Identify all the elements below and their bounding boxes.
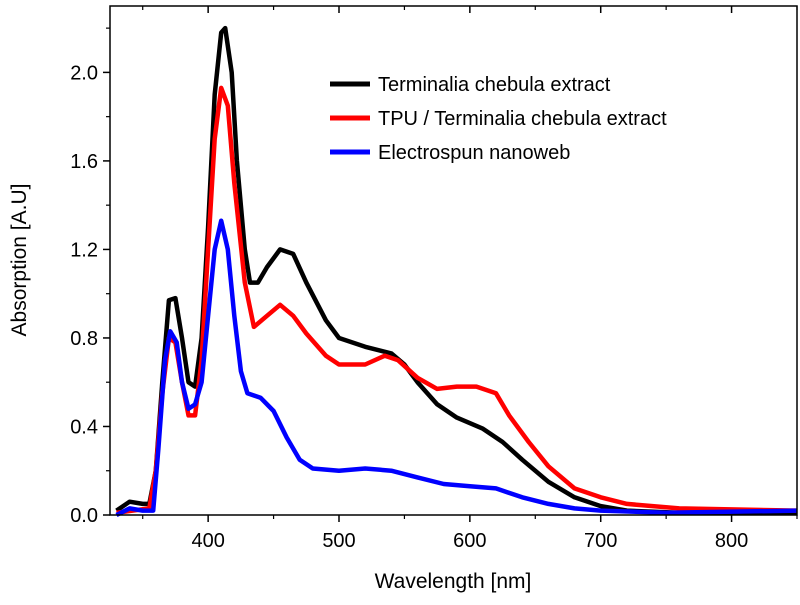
y-tick-label: 0.0 bbox=[70, 505, 98, 527]
legend-label: Electrospun nanoweb bbox=[378, 142, 570, 164]
x-tick-label: 800 bbox=[715, 530, 748, 552]
series-layer bbox=[115, 25, 798, 518]
y-tick-label: 2.0 bbox=[70, 62, 98, 84]
legend: Terminalia chebula extract TPU / Terminal… bbox=[330, 74, 667, 164]
series-line-1 bbox=[115, 25, 797, 516]
x-tick-label: 700 bbox=[584, 530, 617, 552]
x-axis-label: Wavelength [nm] bbox=[375, 570, 532, 593]
x-tick-label: 400 bbox=[191, 530, 224, 552]
series-line-3 bbox=[115, 218, 798, 518]
y-tick-label: 0.8 bbox=[70, 328, 98, 350]
y-tick-label: 1.6 bbox=[70, 151, 98, 173]
y-tick-label: 0.4 bbox=[70, 416, 98, 438]
y-axis-label: Absorption [A.U] bbox=[8, 184, 31, 337]
legend-label: TPU / Terminalia chebula extract bbox=[378, 108, 667, 130]
x-tick-label: 600 bbox=[453, 530, 486, 552]
y-tick-label: 1.2 bbox=[70, 239, 98, 261]
legend-label: Terminalia chebula extract bbox=[378, 74, 611, 96]
plot-frame bbox=[109, 5, 798, 516]
x-tick-label: 500 bbox=[322, 530, 355, 552]
ticks-layer: 400 500 600 700 800 0.0 0.4 0.8 1.2 1.6 2.0 bbox=[70, 6, 798, 552]
